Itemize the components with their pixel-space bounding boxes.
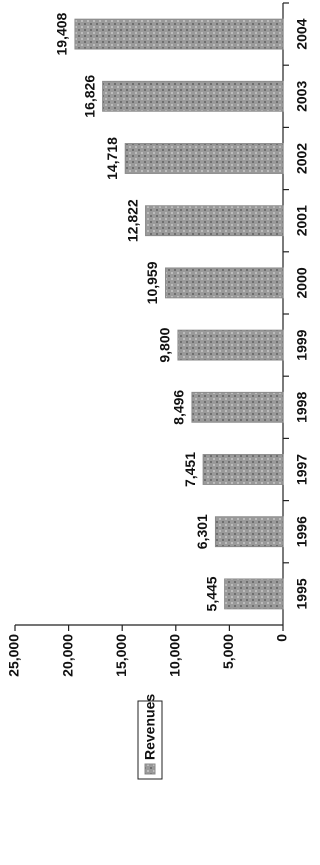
value-label: 8,496 [171,390,187,425]
legend-swatch [144,763,156,775]
value-label: 7,451 [182,452,198,487]
bar [102,80,284,112]
value-label: 6,301 [194,514,210,549]
value-label: 5,445 [203,576,219,611]
y-tick-label: 5,000 [220,634,236,669]
x-tick-label: 1999 [294,329,310,360]
y-tick-label: 20,000 [59,634,75,677]
value-label: 19,408 [54,12,70,55]
legend-label: Revenues [142,694,158,760]
bar [145,205,284,237]
x-tick-label: 2004 [294,18,310,49]
bar [165,267,284,299]
value-label: 16,826 [81,75,97,118]
bar [74,18,284,50]
x-tick-label: 1996 [294,516,310,547]
x-tick-label: 2003 [294,81,310,112]
y-tick-label: 0 [274,634,290,642]
x-tick-label: 1997 [294,454,310,485]
y-tick-label: 15,000 [113,634,129,677]
x-tick-label: 1998 [294,392,310,423]
bar [202,454,284,485]
y-tick-label: 25,000 [6,634,22,677]
value-label: 10,959 [144,261,160,304]
value-label: 9,800 [157,327,173,362]
bar [191,391,284,423]
x-tick-label: 2002 [294,143,310,174]
bar [124,143,284,174]
x-tick-label: 2001 [294,205,310,236]
bar [214,516,284,548]
bar [177,329,284,361]
x-tick-label: 2000 [294,267,310,298]
legend-box [137,700,163,780]
rotated-chart: 0 5,000 10,000 15,000 20,000 25,000 1995 5,445 1… [6,2,310,780]
x-tick-label: 1995 [294,578,310,609]
value-label: 12,822 [124,199,140,242]
value-label: 14,718 [104,137,120,180]
y-tick-label: 10,000 [167,634,183,677]
bar [224,578,284,610]
